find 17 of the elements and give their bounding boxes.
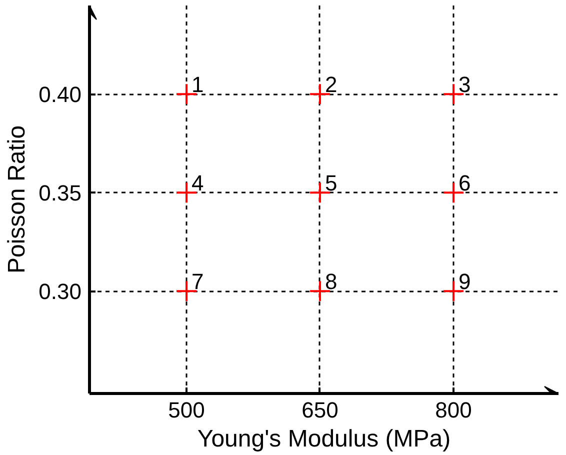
y-tick-label: 0.30 [38,279,82,304]
annotation: 6 [458,170,471,196]
x-tick-label: 500 [168,398,205,422]
annotation: 9 [458,269,471,294]
annotation: 8 [324,269,338,294]
y-tick-label: 0.40 [38,82,82,108]
annotation: 4 [192,170,204,196]
x-tick-label: 650 [302,398,338,422]
annotation: 3 [458,72,471,98]
y-axis-title: Poisson Ratio [4,125,31,274]
x-axis-title: Young's Modulus (MPa) [197,426,451,452]
annotation: 2 [324,72,338,98]
annotation: 5 [324,170,338,196]
annotation: 1 [192,72,204,98]
y-tick-label: 0.35 [38,180,82,206]
x-tick-label: 800 [435,398,472,422]
annotation: 7 [192,269,204,294]
